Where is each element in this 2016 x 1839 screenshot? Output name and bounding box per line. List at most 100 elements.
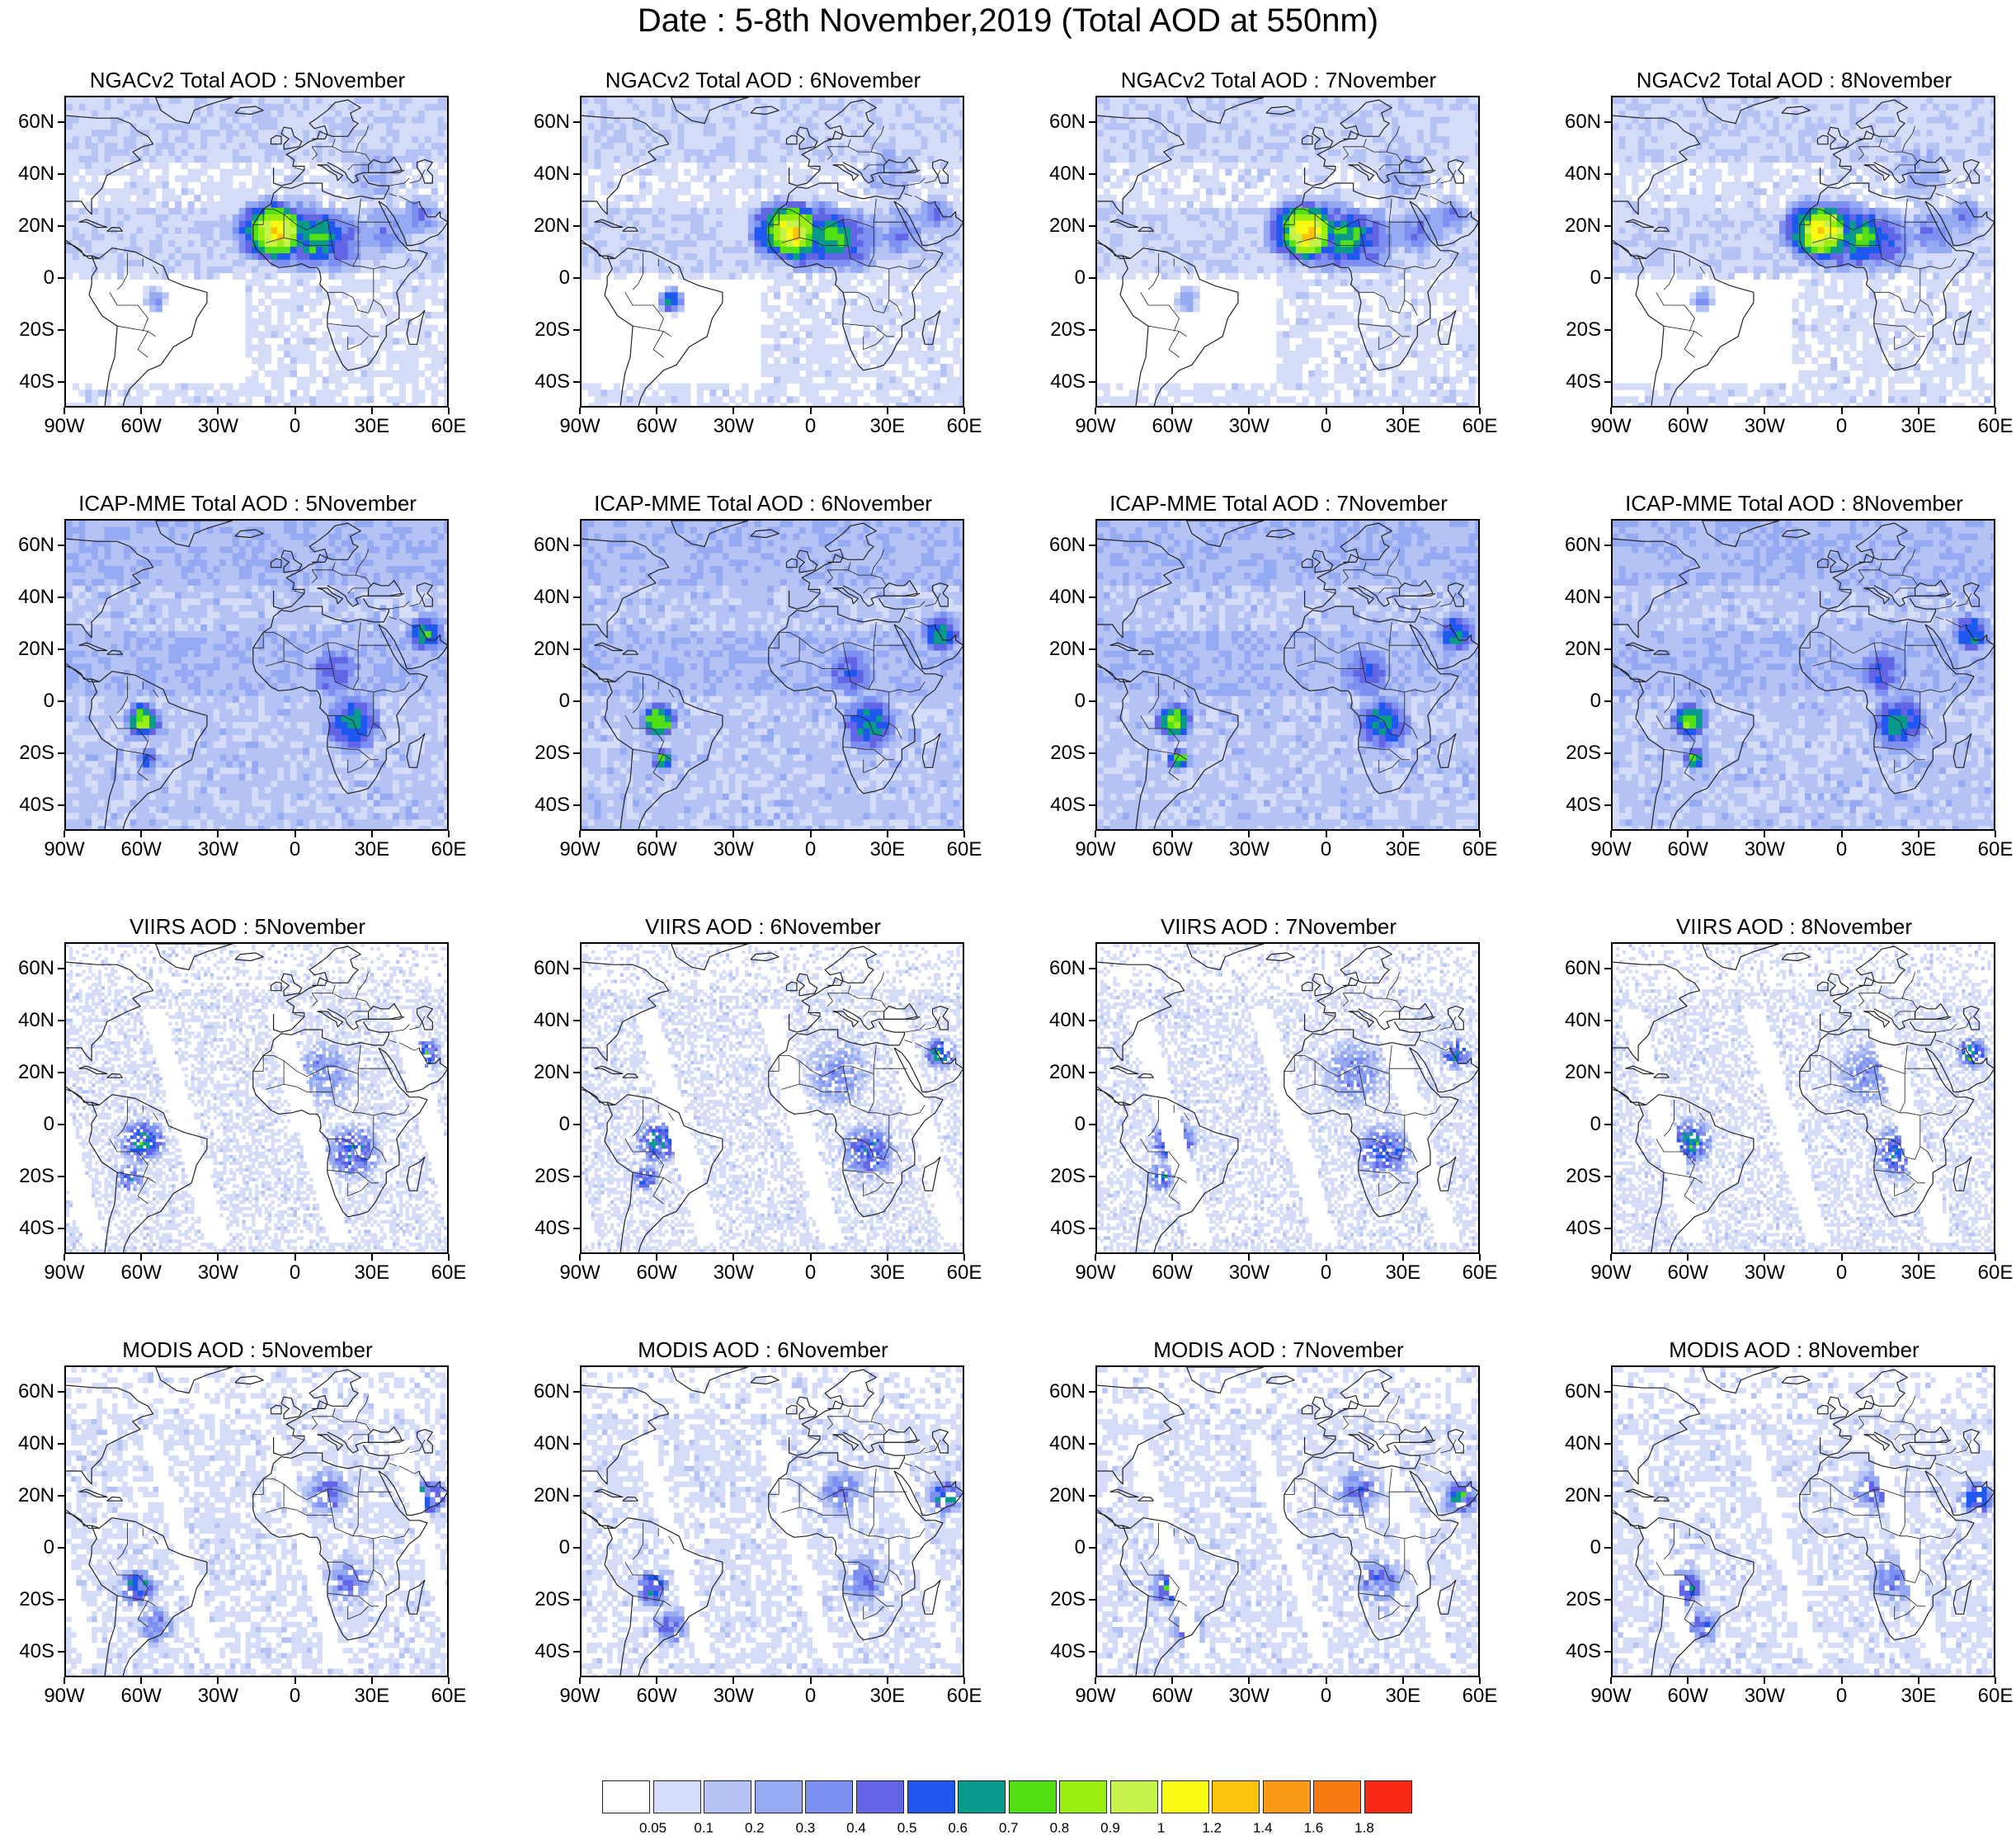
country-border	[311, 569, 318, 583]
country-border	[1297, 1507, 1316, 1513]
country-border	[409, 593, 426, 607]
lon-tick	[1248, 1254, 1251, 1261]
panel-title: VIIRS AOD : 8November	[1580, 914, 2009, 939]
lat-tick-label: 20N	[1547, 639, 1601, 659]
coastline-europe	[1304, 99, 1392, 186]
country-border	[1148, 1172, 1187, 1184]
coastline-iceland	[1265, 952, 1295, 962]
country-border	[1956, 1440, 1972, 1454]
country-border	[633, 748, 671, 761]
colorbar-label: 0.4	[831, 1820, 881, 1837]
country-border	[888, 1538, 902, 1586]
coastline-iceland	[1265, 529, 1295, 539]
lon-tick	[294, 408, 296, 414]
coastline-britain	[280, 1396, 303, 1420]
colorbar-swatch	[1110, 1780, 1158, 1813]
country-border	[116, 1100, 128, 1137]
country-border	[1840, 1013, 1851, 1017]
coastline-northAmerica	[1097, 538, 1185, 639]
coastline-hispaniola	[1653, 1073, 1670, 1078]
lon-tick	[1171, 831, 1174, 837]
coastline-centralAmerica	[582, 1509, 616, 1529]
country-border	[1873, 1169, 1925, 1184]
lat-tick-label: 0	[516, 1114, 570, 1134]
colorbar-swatch	[1364, 1780, 1412, 1813]
coastline-italy	[832, 587, 860, 605]
country-border	[153, 1535, 159, 1544]
country-border	[668, 689, 675, 698]
coastline-northAmerica	[1613, 115, 1701, 215]
country-border	[1378, 759, 1400, 774]
country-border	[1830, 1060, 1957, 1116]
coastline-northAmerica	[1097, 1384, 1185, 1485]
country-border	[1873, 1138, 1921, 1160]
coastline-europe	[1820, 1369, 1908, 1456]
colorbar-swatch	[907, 1780, 955, 1813]
lat-tick-label: 20S	[0, 319, 54, 340]
country-border	[1383, 227, 1390, 266]
lon-tick	[1840, 1254, 1843, 1261]
colorbar-label: 0.2	[730, 1820, 780, 1837]
country-border	[1899, 1073, 1905, 1113]
colorbar-label: 0.8	[1034, 1820, 1084, 1837]
country-border	[1873, 1066, 1880, 1092]
coastline-britain	[1312, 549, 1334, 573]
lat-tick	[1604, 380, 1611, 383]
lat-tick	[58, 276, 64, 279]
map-frame	[1611, 942, 1995, 1254]
country-border	[1378, 1434, 1400, 1441]
lon-tick	[1171, 1677, 1174, 1684]
lat-tick	[573, 120, 580, 123]
coastline-italy	[832, 1011, 860, 1028]
coastline-turkeyMed	[1284, 1021, 1459, 1218]
lon-tick-label: 30W	[185, 839, 251, 861]
country-border	[1894, 336, 1915, 351]
coastline-southAmerica	[1635, 1094, 1755, 1252]
lon-tick	[217, 1254, 219, 1261]
lon-tick	[579, 1677, 581, 1684]
lat-tick-label: 60N	[0, 111, 54, 132]
coastline-redsea	[1924, 1047, 1934, 1054]
colorbar-swatch	[805, 1780, 854, 1813]
coastline-blackSea	[883, 579, 918, 596]
lat-tick	[573, 1175, 580, 1177]
lat-tick-label: 40S	[1031, 1641, 1086, 1662]
lon-tick-label: 30W	[1731, 839, 1797, 861]
country-border	[863, 1011, 884, 1017]
country-border	[632, 677, 643, 714]
lon-tick-label: 30E	[339, 1262, 405, 1284]
country-border	[904, 1040, 912, 1044]
coastline-caspian	[1963, 1428, 1980, 1454]
country-border	[863, 759, 884, 774]
coastline-northAmerica	[1097, 961, 1185, 1062]
country-border	[356, 997, 372, 1010]
coastline-arabia	[1932, 1048, 1994, 1093]
lon-tick-label: 60E	[1962, 1262, 2016, 1284]
country-border	[1858, 569, 1864, 583]
lon-tick	[886, 408, 888, 414]
lon-tick	[1479, 1254, 1481, 1261]
lat-tick-label: 20S	[1547, 319, 1601, 340]
country-border	[116, 1523, 128, 1560]
lon-tick-label: 60W	[624, 1262, 690, 1284]
country-border	[1956, 593, 1972, 607]
country-border	[632, 253, 643, 290]
coastline-hispaniola	[106, 1496, 123, 1502]
country-border	[347, 164, 369, 171]
country-border	[652, 1177, 664, 1205]
country-border	[842, 1489, 849, 1516]
country-border	[327, 1169, 379, 1184]
lon-tick	[656, 831, 658, 837]
coastline-madagascar	[921, 1579, 941, 1615]
lon-tick-label: 60E	[931, 1262, 997, 1284]
lon-tick	[1610, 1254, 1612, 1261]
country-border	[1387, 151, 1403, 163]
country-border	[1878, 1395, 1915, 1422]
coastline-ireland	[1816, 981, 1829, 992]
coastline-caspian	[417, 1428, 433, 1454]
coastline-centralAmerica	[1613, 1509, 1647, 1529]
map-panel-ngacv2-2: NGACv2 Total AOD : 6November 60N 40N 20N 0 20…	[516, 68, 982, 447]
country-border	[398, 619, 420, 628]
country-border	[327, 219, 333, 246]
country-border	[1919, 691, 1934, 739]
